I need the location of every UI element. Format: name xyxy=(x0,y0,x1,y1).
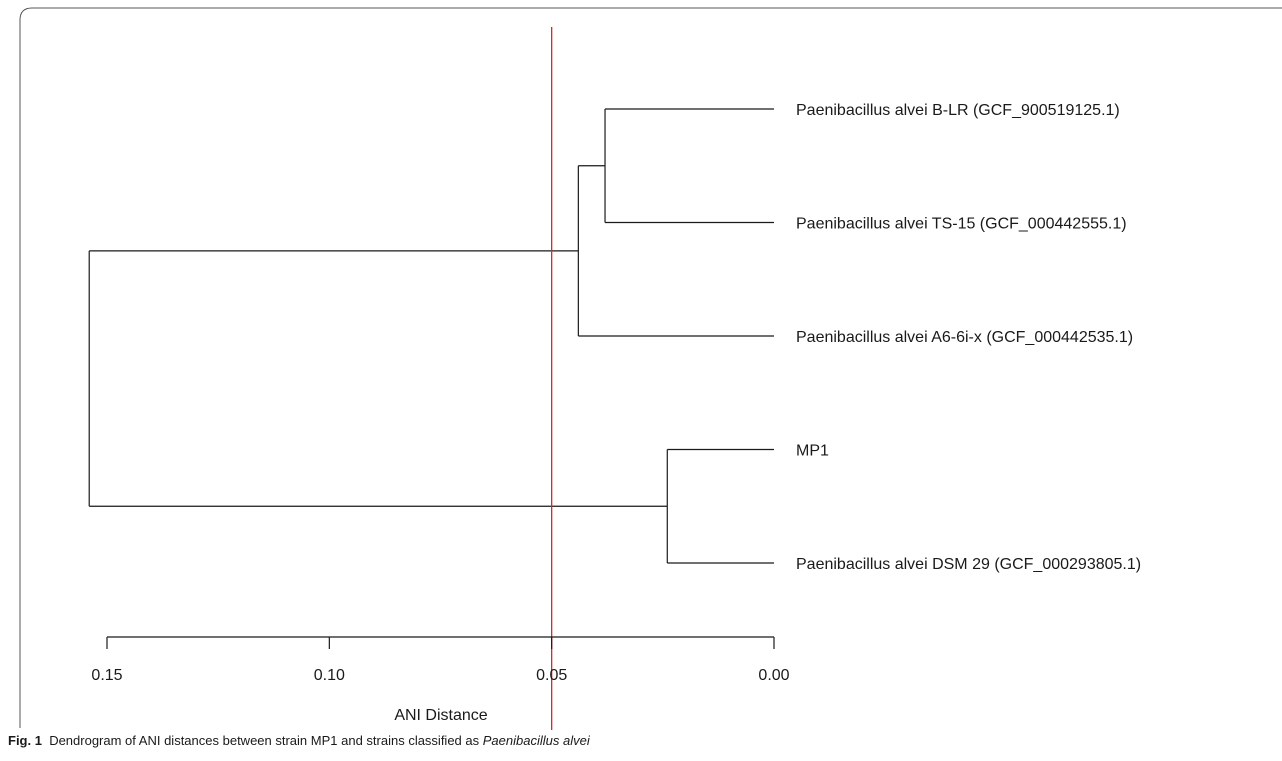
dendrogram-chart: Paenibacillus alvei B-LR (GCF_900519125.… xyxy=(19,7,1282,730)
caption-species: Paenibacillus alvei xyxy=(482,733,590,748)
leaf-label: Paenibacillus alvei A6-6i-x (GCF_0004425… xyxy=(796,329,1133,346)
leaf-label: Paenibacillus alvei B-LR (GCF_900519125.… xyxy=(796,102,1120,119)
dendrogram-branches xyxy=(88,108,774,564)
figure-caption: Fig. 1 Dendrogram of ANI distances betwe… xyxy=(8,733,590,748)
x-tick-label: 0.10 xyxy=(314,667,345,684)
x-tick-label: 0.00 xyxy=(758,667,789,684)
x-tick-label: 0.15 xyxy=(91,667,122,684)
figure-label: Fig. 1 xyxy=(8,733,42,748)
leaf-label: Paenibacillus alvei DSM 29 (GCF_00029380… xyxy=(796,556,1141,573)
x-axis: 0.15 0.10 0.05 0.00 xyxy=(91,636,790,684)
x-axis-title: ANI Distance xyxy=(394,707,487,724)
caption-text: Dendrogram of ANI distances between stra… xyxy=(49,733,480,748)
leaf-labels: Paenibacillus alvei B-LR (GCF_900519125.… xyxy=(796,102,1141,573)
leaf-label: MP1 xyxy=(796,443,829,460)
figure-border xyxy=(19,7,1282,728)
leaf-label: Paenibacillus alvei TS-15 (GCF_000442555… xyxy=(796,216,1127,233)
x-tick-label: 0.05 xyxy=(536,667,567,684)
